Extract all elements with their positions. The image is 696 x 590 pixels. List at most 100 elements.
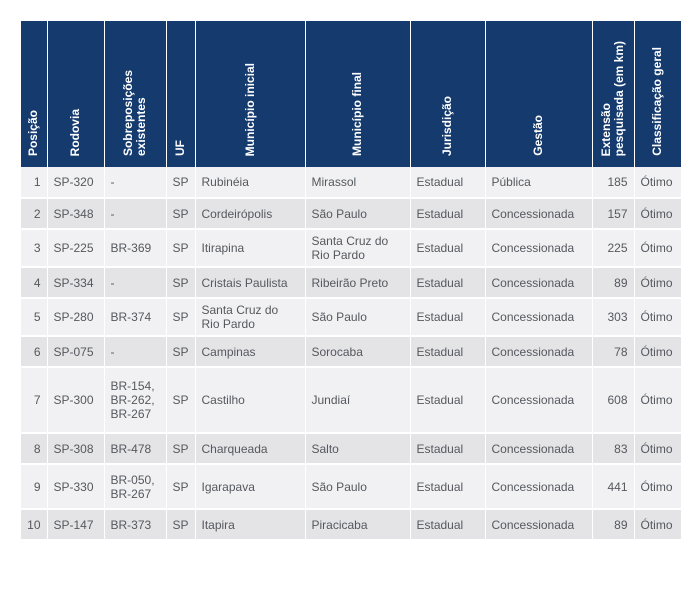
header-municipio-final: Município final — [305, 21, 411, 167]
cell-extensao: 185 — [592, 167, 635, 199]
cell-posicao: 10 — [21, 509, 48, 541]
cell-jurisdicao: Estadual — [410, 367, 486, 434]
cell-rodovia: SP-348 — [47, 198, 105, 230]
cell-uf: SP — [166, 336, 196, 368]
header-extensao: Extensão pesquisada (em km) — [592, 21, 635, 167]
cell-classificacao: Ótimo — [634, 336, 681, 368]
cell-rodovia: SP-280 — [47, 298, 105, 337]
table-row: 1 SP-320- SP Rubinéia Mirassol Estadual Públic… — [21, 167, 681, 199]
cell-municipio-final: Santa Cruz do Rio Pardo — [305, 229, 411, 268]
cell-sobreposicoes: BR-369 — [104, 229, 167, 268]
header-jurisdicao: Jurisdição — [410, 21, 486, 167]
table-row: 2 SP-348- SP Cordeirópolis São Paulo Estadual… — [21, 198, 681, 230]
cell-classificacao: Ótimo — [634, 229, 681, 268]
cell-extensao: 83 — [592, 433, 635, 465]
cell-gestao: Concessionada — [485, 229, 593, 268]
cell-jurisdicao: Estadual — [410, 433, 486, 465]
cell-classificacao: Ótimo — [634, 509, 681, 541]
cell-posicao: 9 — [21, 464, 48, 510]
cell-gestao: Pública — [485, 167, 593, 199]
cell-municipio-inicial: Castilho — [195, 367, 306, 434]
cell-classificacao: Ótimo — [634, 433, 681, 465]
cell-extensao: 441 — [592, 464, 635, 510]
cell-rodovia: SP-300 — [47, 367, 105, 434]
cell-sobreposicoes: - — [104, 267, 167, 299]
cell-municipio-inicial: Santa Cruz do Rio Pardo — [195, 298, 306, 337]
cell-extensao: 89 — [592, 509, 635, 541]
ranking-table: Posição Rodovia Sobreposições existentes… — [21, 21, 681, 541]
cell-uf: SP — [166, 229, 196, 268]
cell-municipio-final: Piracicaba — [305, 509, 411, 541]
cell-municipio-final: São Paulo — [305, 298, 411, 337]
cell-posicao: 6 — [21, 336, 48, 368]
cell-posicao: 8 — [21, 433, 48, 465]
cell-sobreposicoes: BR-154, BR-262, BR-267 — [104, 367, 167, 434]
cell-municipio-inicial: Igarapava — [195, 464, 306, 510]
cell-municipio-inicial: Cordeirópolis — [195, 198, 306, 230]
cell-posicao: 7 — [21, 367, 48, 434]
cell-jurisdicao: Estadual — [410, 509, 486, 541]
table-row: 7 SP-300 BR-154, BR-262, BR-267 SP Castilho J… — [21, 367, 681, 434]
table-row: 8 SP-308 BR-478 SP Charqueada Salto Estadual Co… — [21, 433, 681, 465]
cell-rodovia: SP-147 — [47, 509, 105, 541]
cell-municipio-inicial: Itapira — [195, 509, 306, 541]
table-row: 3 SP-225 BR-369 SP Itirapina Santa Cruz do Ri… — [21, 229, 681, 268]
cell-uf: SP — [166, 267, 196, 299]
cell-municipio-final: Mirassol — [305, 167, 411, 199]
cell-uf: SP — [166, 433, 196, 465]
cell-municipio-final: São Paulo — [305, 464, 411, 510]
cell-posicao: 3 — [21, 229, 48, 268]
cell-uf: SP — [166, 198, 196, 230]
cell-classificacao: Ótimo — [634, 267, 681, 299]
cell-sobreposicoes: BR-478 — [104, 433, 167, 465]
cell-municipio-inicial: Cristais Paulista — [195, 267, 306, 299]
header-municipio-inicial: Município inicial — [195, 21, 306, 167]
cell-jurisdicao: Estadual — [410, 229, 486, 268]
cell-rodovia: SP-330 — [47, 464, 105, 510]
cell-rodovia: SP-225 — [47, 229, 105, 268]
cell-uf: SP — [166, 298, 196, 337]
cell-extensao: 225 — [592, 229, 635, 268]
cell-sobreposicoes: BR-374 — [104, 298, 167, 337]
cell-municipio-final: São Paulo — [305, 198, 411, 230]
cell-classificacao: Ótimo — [634, 464, 681, 510]
table-row: 4 SP-334- SP Cristais Paulista Ribeirão Pret… — [21, 267, 681, 299]
cell-posicao: 5 — [21, 298, 48, 337]
cell-classificacao: Ótimo — [634, 198, 681, 230]
cell-municipio-final: Salto — [305, 433, 411, 465]
cell-extensao: 303 — [592, 298, 635, 337]
cell-jurisdicao: Estadual — [410, 298, 486, 337]
cell-jurisdicao: Estadual — [410, 267, 486, 299]
cell-sobreposicoes: - — [104, 167, 167, 199]
cell-classificacao: Ótimo — [634, 298, 681, 337]
cell-sobreposicoes: - — [104, 198, 167, 230]
cell-posicao: 1 — [21, 167, 48, 199]
cell-rodovia: SP-308 — [47, 433, 105, 465]
cell-jurisdicao: Estadual — [410, 167, 486, 199]
cell-classificacao: Ótimo — [634, 367, 681, 434]
cell-municipio-inicial: Rubinéia — [195, 167, 306, 199]
cell-gestao: Concessionada — [485, 464, 593, 510]
table-row: 9 SP-330 BR-050, BR-267 SP Igarapava São Paul… — [21, 464, 681, 510]
cell-municipio-final: Sorocaba — [305, 336, 411, 368]
cell-rodovia: SP-320 — [47, 167, 105, 199]
cell-gestao: Concessionada — [485, 509, 593, 541]
cell-municipio-final: Ribeirão Preto — [305, 267, 411, 299]
cell-gestao: Concessionada — [485, 367, 593, 434]
cell-sobreposicoes: - — [104, 336, 167, 368]
cell-gestao: Concessionada — [485, 198, 593, 230]
cell-gestao: Concessionada — [485, 267, 593, 299]
cell-uf: SP — [166, 464, 196, 510]
cell-municipio-inicial: Campinas — [195, 336, 306, 368]
header-classificacao: Classificação geral — [634, 21, 681, 167]
cell-uf: SP — [166, 509, 196, 541]
cell-rodovia: SP-334 — [47, 267, 105, 299]
cell-jurisdicao: Estadual — [410, 336, 486, 368]
table-row: 10 SP-147 BR-373 SP Itapira Piracicaba Estadua… — [21, 509, 681, 541]
cell-municipio-inicial: Itirapina — [195, 229, 306, 268]
header-row: Posição Rodovia Sobreposições existentes… — [21, 21, 681, 167]
cell-jurisdicao: Estadual — [410, 198, 486, 230]
cell-extensao: 78 — [592, 336, 635, 368]
cell-uf: SP — [166, 367, 196, 434]
table-row: 6 SP-075- SP Campinas Sorocaba Estadual Conces… — [21, 336, 681, 368]
